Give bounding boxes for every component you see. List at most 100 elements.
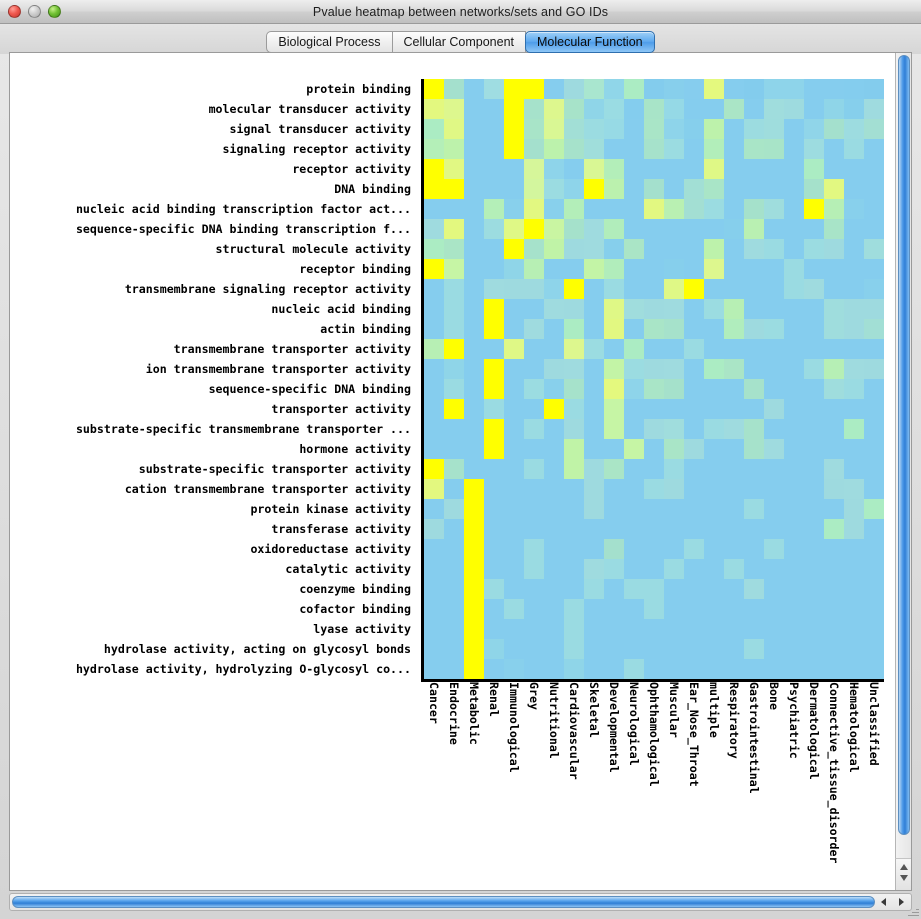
heatmap-cell[interactable] [744,119,764,139]
heatmap-cell[interactable] [684,539,704,559]
heatmap-cell[interactable] [764,359,784,379]
heatmap-cell[interactable] [864,79,884,99]
heatmap-cell[interactable] [584,559,604,579]
heatmap-cell[interactable] [844,159,864,179]
heatmap-cell[interactable] [424,479,444,499]
heatmap-cell[interactable] [624,559,644,579]
heatmap-cell[interactable] [764,179,784,199]
heatmap-cell[interactable] [844,279,864,299]
heatmap-cell[interactable] [484,79,504,99]
heatmap-cell[interactable] [524,299,544,319]
heatmap-cell[interactable] [864,199,884,219]
heatmap-cell[interactable] [544,639,564,659]
heatmap-cell[interactable] [824,619,844,639]
heatmap-cell[interactable] [444,359,464,379]
heatmap-cell[interactable] [544,579,564,599]
heatmap-cell[interactable] [664,239,684,259]
heatmap-cell[interactable] [504,379,524,399]
heatmap-cell[interactable] [744,319,764,339]
heatmap-cell[interactable] [804,319,824,339]
heatmap-cell[interactable] [724,139,744,159]
heatmap-cell[interactable] [684,419,704,439]
heatmap-cell[interactable] [504,139,524,159]
heatmap-cell[interactable] [724,499,744,519]
heatmap-cell[interactable] [784,559,804,579]
heatmap-cell[interactable] [424,639,444,659]
heatmap-cell[interactable] [664,419,684,439]
heatmap-cell[interactable] [464,579,484,599]
heatmap-cell[interactable] [444,299,464,319]
heatmap-cell[interactable] [684,399,704,419]
heatmap-cell[interactable] [504,219,524,239]
heatmap-cell[interactable] [864,639,884,659]
heatmap-cell[interactable] [544,459,564,479]
heatmap-cell[interactable] [664,359,684,379]
heatmap-cell[interactable] [704,519,724,539]
heatmap-cell[interactable] [744,479,764,499]
heatmap-cell[interactable] [724,599,744,619]
heatmap-cell[interactable] [464,499,484,519]
heatmap-cell[interactable] [504,99,524,119]
heatmap-cell[interactable] [524,439,544,459]
heatmap-cell[interactable] [744,439,764,459]
heatmap-cell[interactable] [604,179,624,199]
heatmap-cell[interactable] [664,279,684,299]
heatmap-cell[interactable] [584,259,604,279]
heatmap-cell[interactable] [644,459,664,479]
heatmap-cell[interactable] [824,279,844,299]
heatmap-cell[interactable] [604,479,624,499]
heatmap-cell[interactable] [644,659,664,679]
heatmap-cell[interactable] [524,459,544,479]
heatmap-cell[interactable] [764,399,784,419]
heatmap-cell[interactable] [704,459,724,479]
heatmap-cell[interactable] [464,619,484,639]
heatmap-cell[interactable] [464,419,484,439]
heatmap-cell[interactable] [864,359,884,379]
heatmap-cell[interactable] [624,659,644,679]
heatmap-cell[interactable] [464,399,484,419]
heatmap-cell[interactable] [704,259,724,279]
heatmap-cell[interactable] [804,79,824,99]
heatmap-cell[interactable] [424,319,444,339]
heatmap-cell[interactable] [444,419,464,439]
heatmap-cell[interactable] [584,479,604,499]
heatmap-cell[interactable] [764,259,784,279]
heatmap-cell[interactable] [624,459,644,479]
heatmap-cell[interactable] [804,479,824,499]
heatmap-cell[interactable] [484,599,504,619]
heatmap-cell[interactable] [724,199,744,219]
heatmap-cell[interactable] [464,319,484,339]
heatmap-cell[interactable] [804,159,824,179]
heatmap-cell[interactable] [584,359,604,379]
heatmap-cell[interactable] [584,499,604,519]
heatmap-cell[interactable] [684,499,704,519]
heatmap-cell[interactable] [804,279,824,299]
heatmap-cell[interactable] [844,79,864,99]
heatmap-cell[interactable] [584,459,604,479]
heatmap-cell[interactable] [424,99,444,119]
heatmap-cell[interactable] [824,539,844,559]
heatmap-cell[interactable] [704,279,724,299]
heatmap-cell[interactable] [644,399,664,419]
heatmap-cell[interactable] [624,259,644,279]
heatmap-cell[interactable] [484,479,504,499]
heatmap-cell[interactable] [464,559,484,579]
heatmap-cell[interactable] [784,199,804,219]
heatmap-cell[interactable] [784,319,804,339]
heatmap-cell[interactable] [464,599,484,619]
heatmap-cell[interactable] [684,339,704,359]
heatmap-cell[interactable] [724,99,744,119]
heatmap-cell[interactable] [524,619,544,639]
heatmap-cell[interactable] [524,259,544,279]
heatmap-cell[interactable] [544,119,564,139]
heatmap-cell[interactable] [604,379,624,399]
heatmap-cell[interactable] [704,199,724,219]
heatmap-cell[interactable] [644,219,664,239]
heatmap-cell[interactable] [484,99,504,119]
heatmap-cell[interactable] [784,179,804,199]
heatmap-cell[interactable] [424,259,444,279]
heatmap-cell[interactable] [424,279,444,299]
heatmap-cell[interactable] [704,379,724,399]
heatmap-cell[interactable] [624,219,644,239]
heatmap-cell[interactable] [544,419,564,439]
